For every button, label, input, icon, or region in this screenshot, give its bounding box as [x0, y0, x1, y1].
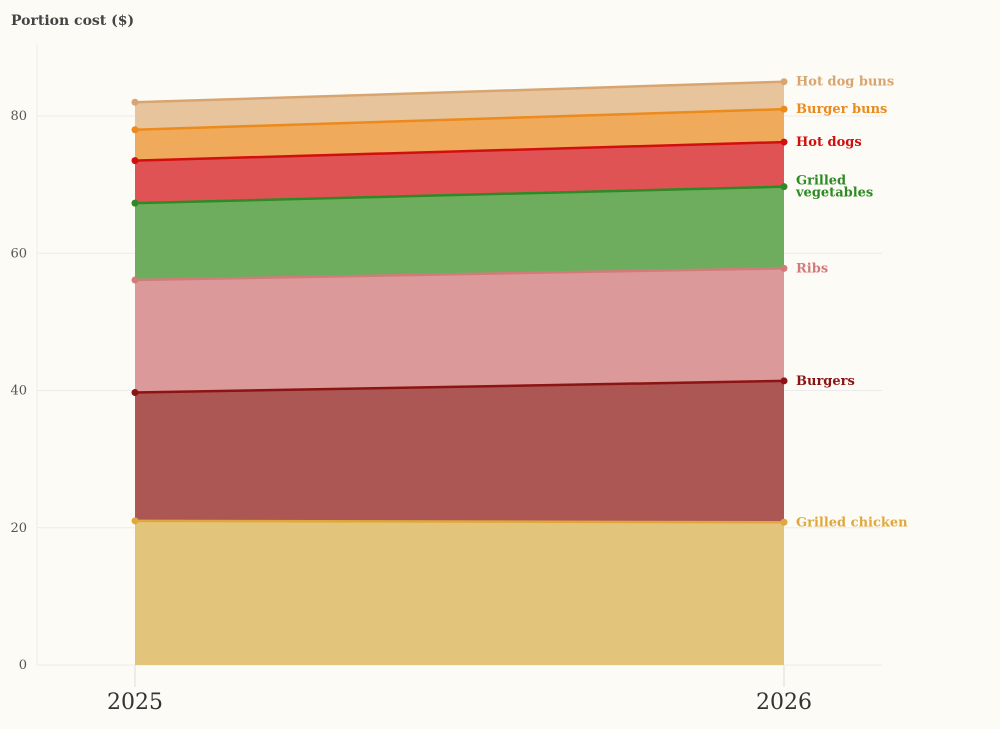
series-label-ribs: Ribs: [796, 261, 828, 276]
line-hot-dog-buns: [134, 80, 785, 104]
point-hot-dog-buns: [780, 78, 788, 86]
y-tick-label: 0: [19, 658, 27, 673]
point-grilled-chicken: [131, 517, 139, 525]
point-burgers: [780, 377, 788, 385]
point-burgers: [131, 389, 139, 397]
line-ribs: [134, 267, 785, 282]
point-ribs: [131, 276, 139, 284]
axes: Portion cost ($) 0 20 40 60 80 2025 2026: [10, 13, 812, 715]
point-burger-buns: [780, 105, 788, 113]
y-axis-label: Portion cost ($): [11, 13, 134, 29]
series-label-grilled-vegetables: Grilled vegetables: [795, 174, 873, 201]
x-tick-label: 2026: [756, 690, 812, 715]
point-burger-buns: [131, 126, 139, 134]
area-hot-dogs: [135, 142, 784, 204]
series-label-grilled-chicken: Grilled chicken: [796, 515, 908, 530]
area-grilled-chicken: [135, 520, 784, 665]
point-hot-dog-buns: [131, 98, 139, 106]
point-ribs: [780, 264, 788, 272]
point-grilled-vegetables: [131, 199, 139, 207]
area-ribs: [135, 268, 784, 393]
area-hot-dog-buns: [135, 81, 784, 130]
line-burgers: [134, 379, 785, 394]
y-tick-label: 20: [10, 521, 27, 536]
line-grilled-chicken: [134, 519, 785, 524]
x-tick-label: 2025: [107, 690, 163, 715]
series-label-hot-dog-buns: Hot dog buns: [796, 75, 894, 90]
areas: [135, 81, 784, 665]
point-grilled-vegetables: [780, 183, 788, 191]
series-points: [131, 78, 788, 526]
line-burger-buns: [134, 107, 785, 131]
area-burgers: [135, 380, 784, 523]
line-hot-dogs: [134, 140, 785, 162]
series-label-hot-dogs: Hot dogs: [796, 135, 862, 150]
series-labels: Grilled chicken Burgers Ribs Grilled vegetab…: [795, 75, 908, 531]
point-grilled-chicken: [780, 518, 788, 526]
line-grilled-vegetables: [134, 185, 785, 205]
point-hot-dogs: [780, 138, 788, 146]
series-label-burger-buns: Burger buns: [796, 102, 887, 117]
area-grilled-vegetables: [135, 186, 784, 281]
area-burger-buns: [135, 109, 784, 161]
y-tick-label: 80: [10, 109, 27, 124]
series-lines: [134, 80, 785, 524]
point-hot-dogs: [131, 157, 139, 165]
y-tick-label: 40: [10, 384, 27, 399]
y-tick-label: 60: [10, 246, 27, 261]
series-label-burgers: Burgers: [796, 374, 855, 389]
